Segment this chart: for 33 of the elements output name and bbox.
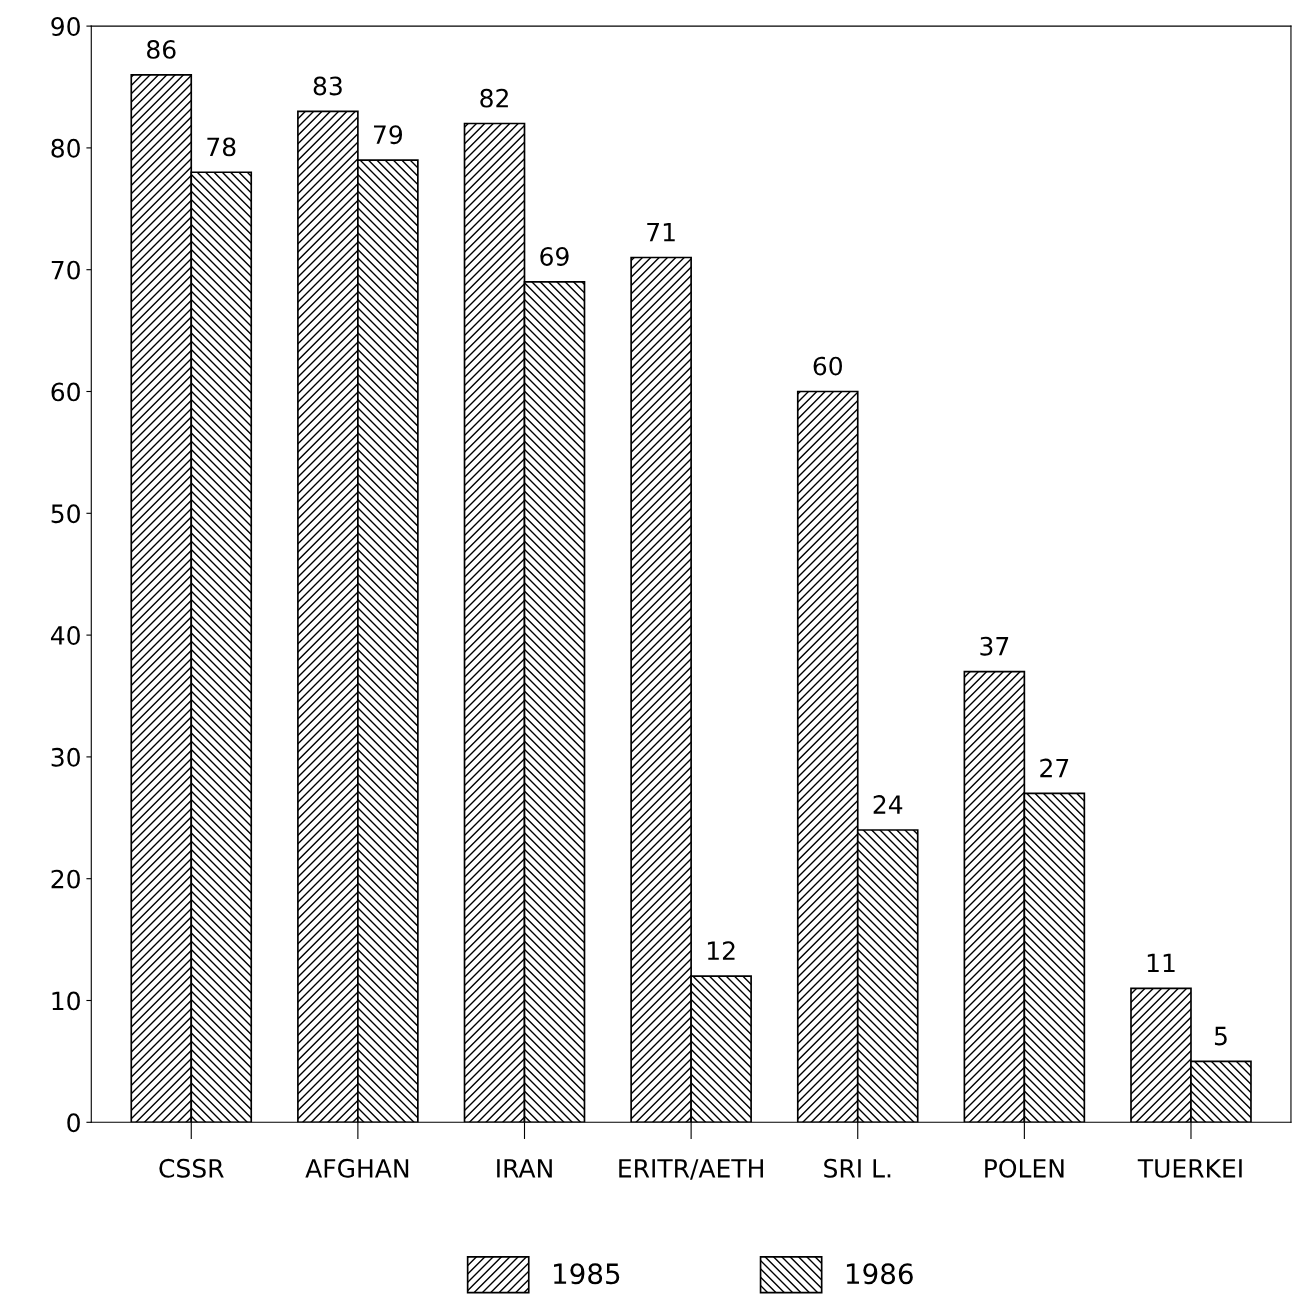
data-label: 86 (147, 39, 176, 59)
data-label: 82 (480, 88, 508, 108)
y-tick-label: 30 (51, 747, 80, 767)
y-tick-label: 90 (51, 17, 80, 36)
y-tick-label: 20 (51, 869, 80, 889)
data-label: 5 (1214, 1026, 1227, 1046)
y-tick-label: 10 (52, 991, 80, 1011)
data-label: 27 (1040, 758, 1069, 778)
x-tick-label: POLEN (985, 1158, 1064, 1178)
legend-label: 1986 (846, 1263, 913, 1285)
y-tick-label: 50 (51, 504, 80, 524)
data-label: 11 (1147, 953, 1175, 973)
data-label: 24 (873, 795, 903, 814)
data-label: 69 (540, 247, 569, 266)
x-tick-label: AFGHAN (305, 1158, 409, 1178)
y-tick-label: 70 (51, 260, 80, 280)
y-tick-label: 40 (50, 626, 80, 645)
x-tick-label: CSSR (159, 1158, 224, 1178)
x-tick-label: IRAN (497, 1159, 552, 1178)
data-label: 71 (647, 222, 675, 242)
y-tick-label: 60 (51, 382, 80, 402)
data-label: 83 (313, 76, 342, 96)
legend-label: 1985 (554, 1263, 620, 1285)
data-label: 12 (707, 941, 735, 960)
data-label: 79 (374, 125, 403, 145)
data-label: 60 (813, 356, 842, 376)
x-tick-label: SRI L. (824, 1158, 891, 1178)
data-label: 78 (207, 137, 236, 157)
x-tick-label: TUERKEI (1137, 1159, 1242, 1178)
x-tick-label: ERITR/AETH (619, 1159, 763, 1180)
y-tick-label: 0 (67, 1113, 80, 1133)
y-tick-label: 80 (51, 138, 80, 158)
data-label: 37 (980, 636, 1009, 656)
